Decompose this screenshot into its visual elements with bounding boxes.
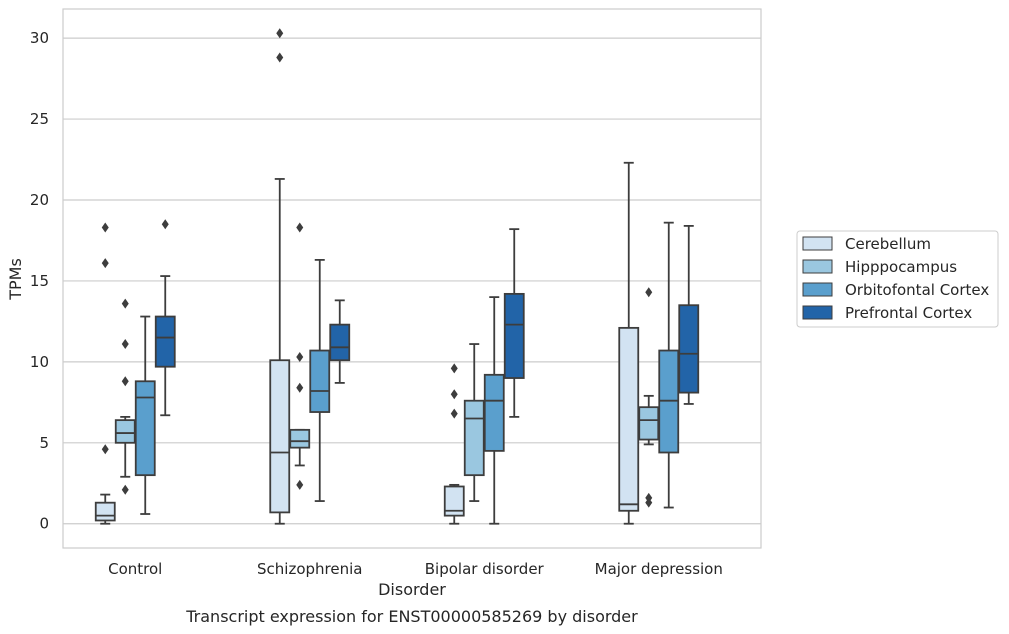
box-2-3 [658,221,680,509]
y-tick-label-0: 0 [39,515,49,533]
box-body [269,359,291,514]
legend-swatch-3 [802,305,833,320]
outlier-marker [296,382,304,393]
outlier-marker [296,352,304,363]
x-tick-label-3: Major depression [595,560,723,578]
outlier-marker [296,479,304,490]
x-tick-label-1: Schizophrenia [257,560,362,578]
box-body [114,419,136,444]
box-body [483,373,505,452]
legend-label-1: Hipppocampus [845,258,957,276]
legend-swatch-1 [802,259,833,274]
box-2-1 [309,258,331,502]
box-0-3 [618,161,640,525]
box-1-1 [289,222,311,490]
legend-label-3: Prefrontal Cortex [845,304,972,322]
outlier-marker [450,408,458,419]
box-body [289,428,311,449]
box-body [463,399,485,477]
y-tick-label-5: 5 [39,434,49,452]
outlier-marker [276,52,284,63]
box-2-0 [134,315,156,515]
box-body [134,380,156,477]
plot-frame [62,8,762,549]
box-3-1 [329,299,351,384]
outlier-marker [276,28,284,39]
box-3-2 [503,228,525,418]
box-body [329,323,351,362]
box-body [638,406,660,441]
x-axis-title: Disorder [378,580,446,599]
box-body [618,326,640,512]
legend-swatch-0 [802,236,833,251]
box-1-3 [638,287,660,508]
outlier-marker [645,287,653,298]
box-1-0 [114,298,136,495]
y-tick-labels: 0 5 10 15 20 25 30 [30,29,49,533]
outlier-marker [121,484,129,495]
legend: Cerebellum Hipppocampus Orbitofontal Corte… [796,230,999,328]
legend-label-0: Cerebellum [845,235,931,253]
outlier-marker [121,298,129,309]
box-2-2 [483,296,505,525]
legend-label-2: Orbitofontal Cortex [845,281,989,299]
box-groups [94,28,700,525]
y-tick-label-10: 10 [30,353,49,371]
x-tick-label-2: Bipolar disorder [425,560,545,578]
box-0-2 [443,363,465,525]
x-tick-label-0: Control [108,560,162,578]
x-tick-labels: Control Schizophrenia Bipolar disorder Majo… [108,560,723,578]
box-body [443,485,465,517]
box-0-0 [94,222,116,525]
y-tick-label-20: 20 [30,191,49,209]
outlier-marker [101,222,109,233]
y-tick-label-15: 15 [30,272,49,290]
box-1-2 [463,343,485,502]
box-3-3 [678,224,700,405]
outlier-marker [121,376,129,387]
outlier-marker [450,389,458,400]
grid-lines [63,37,761,525]
outlier-marker [121,339,129,350]
y-tick-label-30: 30 [30,29,49,47]
y-axis-title: TPMs [6,258,25,301]
box-body [503,292,525,379]
legend-frame [796,230,999,328]
outlier-marker [101,444,109,455]
box-0-1 [269,28,291,525]
box-body [309,349,331,413]
box-body [678,304,700,394]
box-body [154,315,176,368]
legend-swatch-2 [802,282,833,297]
outlier-marker [645,492,653,503]
chart-caption: Transcript expression for ENST0000058526… [185,607,638,626]
outlier-marker [161,219,169,230]
box-body [94,501,116,522]
box-3-0 [154,219,176,417]
outlier-marker [296,222,304,233]
outlier-marker [101,258,109,269]
outlier-marker [450,363,458,374]
y-tick-label-25: 25 [30,110,49,128]
